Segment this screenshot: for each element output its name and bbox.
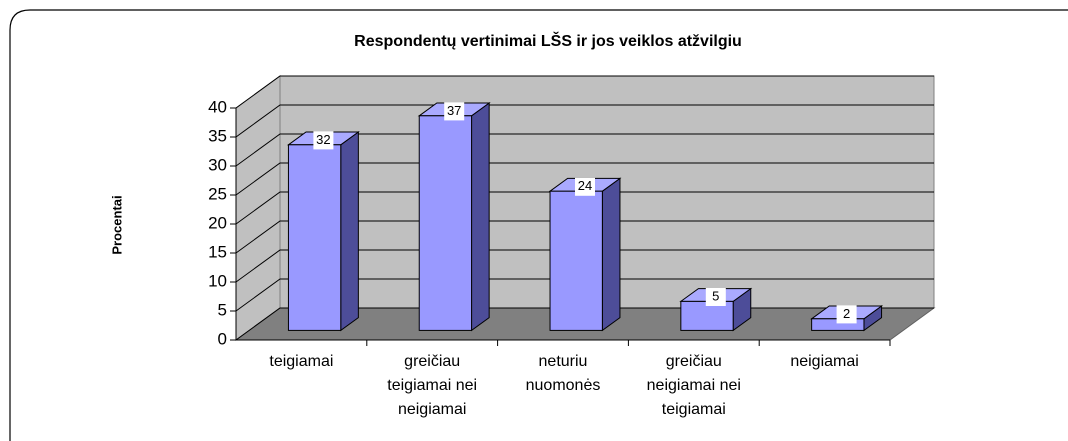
value-label: 24	[578, 178, 592, 193]
y-tick-label: 20	[208, 213, 227, 232]
grid-line	[235, 162, 934, 196]
x-tick-label: teigiamai	[269, 353, 334, 370]
y-axis-label: Procentai	[109, 195, 124, 254]
grid-line	[235, 278, 934, 312]
bar-side	[471, 102, 490, 332]
x-tick-label: greičiau teigiamai nei neigiamai	[387, 353, 478, 418]
x-tick-label: neturiu nuomonės	[525, 353, 601, 394]
y-tick-label: 25	[208, 184, 227, 203]
grid-line	[235, 75, 934, 109]
y-tick-label: 35	[208, 126, 227, 145]
bar-front	[287, 144, 342, 331]
grid-line	[235, 220, 934, 254]
value-label: 32	[316, 132, 330, 147]
bar-front	[549, 190, 603, 331]
bar	[679, 287, 753, 332]
value-label-box	[444, 102, 465, 121]
value-label: 5	[712, 288, 719, 303]
value-label-box	[313, 131, 334, 150]
grid-line	[235, 191, 934, 225]
frame	[9, 9, 1068, 441]
value-label: 2	[843, 306, 850, 321]
value-label-box	[575, 177, 595, 196]
y-tick-label: 0	[218, 329, 227, 348]
y-tick-label: 30	[208, 155, 227, 174]
value-label: 37	[447, 103, 461, 118]
x-tick-label-box: neigiamai	[790, 353, 859, 370]
grid-line	[235, 133, 934, 167]
x-tick-label: neigiamai	[790, 353, 859, 370]
x-tick-label-box: teigiamai	[269, 353, 334, 370]
grid-line	[235, 104, 934, 138]
bar	[417, 102, 491, 332]
x-tick-label-box: neturiu nuomonės	[525, 353, 601, 394]
value-label-box	[836, 305, 857, 324]
y-tick-label: 40	[208, 97, 227, 116]
x-tick-label: greičiau neigiamai nei teigiamai	[646, 353, 741, 418]
value-label-box	[705, 288, 726, 306]
x-tick-label-box: greičiau neigiamai nei teigiamai	[646, 353, 741, 418]
chart-title: Respondentų vertinimai LŠS ir jos veiklo…	[354, 31, 742, 50]
bar-front	[680, 300, 734, 331]
y-tick-label: 10	[208, 271, 227, 290]
bar	[286, 131, 360, 332]
bar-side	[601, 177, 621, 332]
y-tick-label: 5	[218, 300, 227, 319]
bar-side	[340, 131, 359, 332]
x-tick-label-box: greičiau teigiamai nei neigiamai	[387, 353, 478, 418]
y-tick-label: 15	[208, 242, 227, 261]
bar-front	[418, 115, 473, 331]
bar	[548, 177, 622, 332]
grid-line	[235, 249, 934, 283]
